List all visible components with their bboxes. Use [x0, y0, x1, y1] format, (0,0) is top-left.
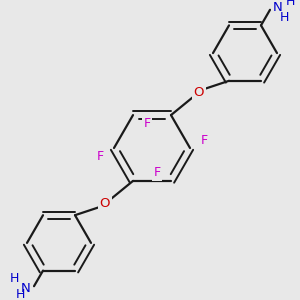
Text: O: O [194, 85, 204, 99]
Text: F: F [200, 134, 208, 146]
Text: N: N [273, 1, 283, 14]
Text: F: F [143, 117, 151, 130]
Text: H: H [279, 11, 289, 24]
Text: F: F [153, 167, 161, 179]
Text: O: O [100, 197, 110, 210]
Text: H: H [15, 288, 25, 300]
Text: N: N [21, 282, 31, 295]
Text: H: H [285, 0, 295, 8]
Text: F: F [96, 149, 103, 163]
Text: H: H [9, 272, 19, 285]
